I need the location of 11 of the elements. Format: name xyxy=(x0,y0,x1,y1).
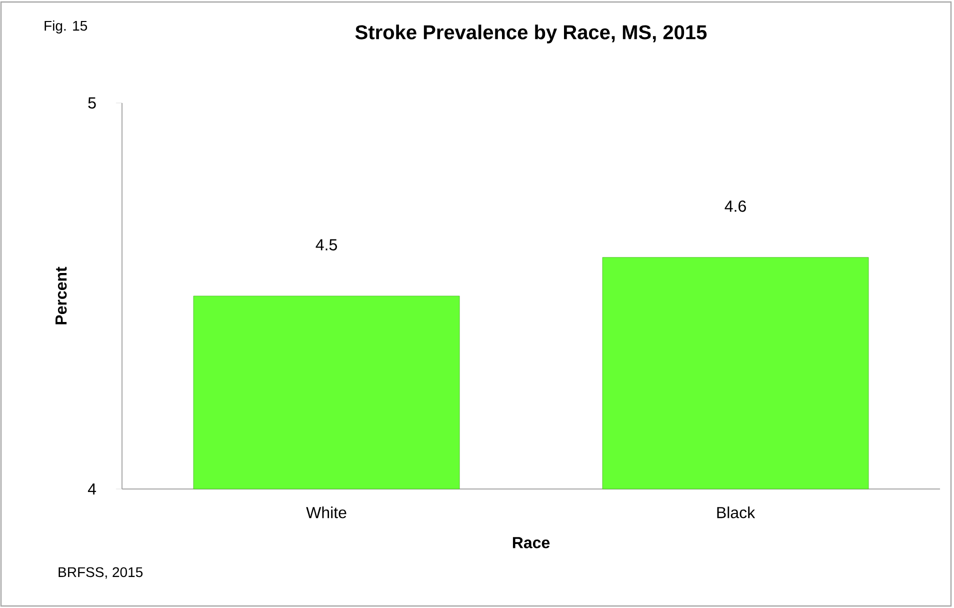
caption: Fig. 15 xyxy=(44,20,88,34)
data-label: 4.5 xyxy=(316,239,337,250)
x-axis-title: Race xyxy=(512,537,550,548)
x-tick-label: White xyxy=(306,506,346,518)
text: BRFSS, 2015 xyxy=(58,567,143,579)
y-tick-label: 5 xyxy=(88,97,96,109)
chart-title: Stroke Prevalence by Race, MS, 2015 xyxy=(355,24,707,44)
y-tick-label: 4 xyxy=(88,483,96,494)
y-axis-title: Percent xyxy=(56,266,67,324)
x-tick-label: Black xyxy=(717,506,756,518)
data-label: 4.6 xyxy=(724,200,746,212)
